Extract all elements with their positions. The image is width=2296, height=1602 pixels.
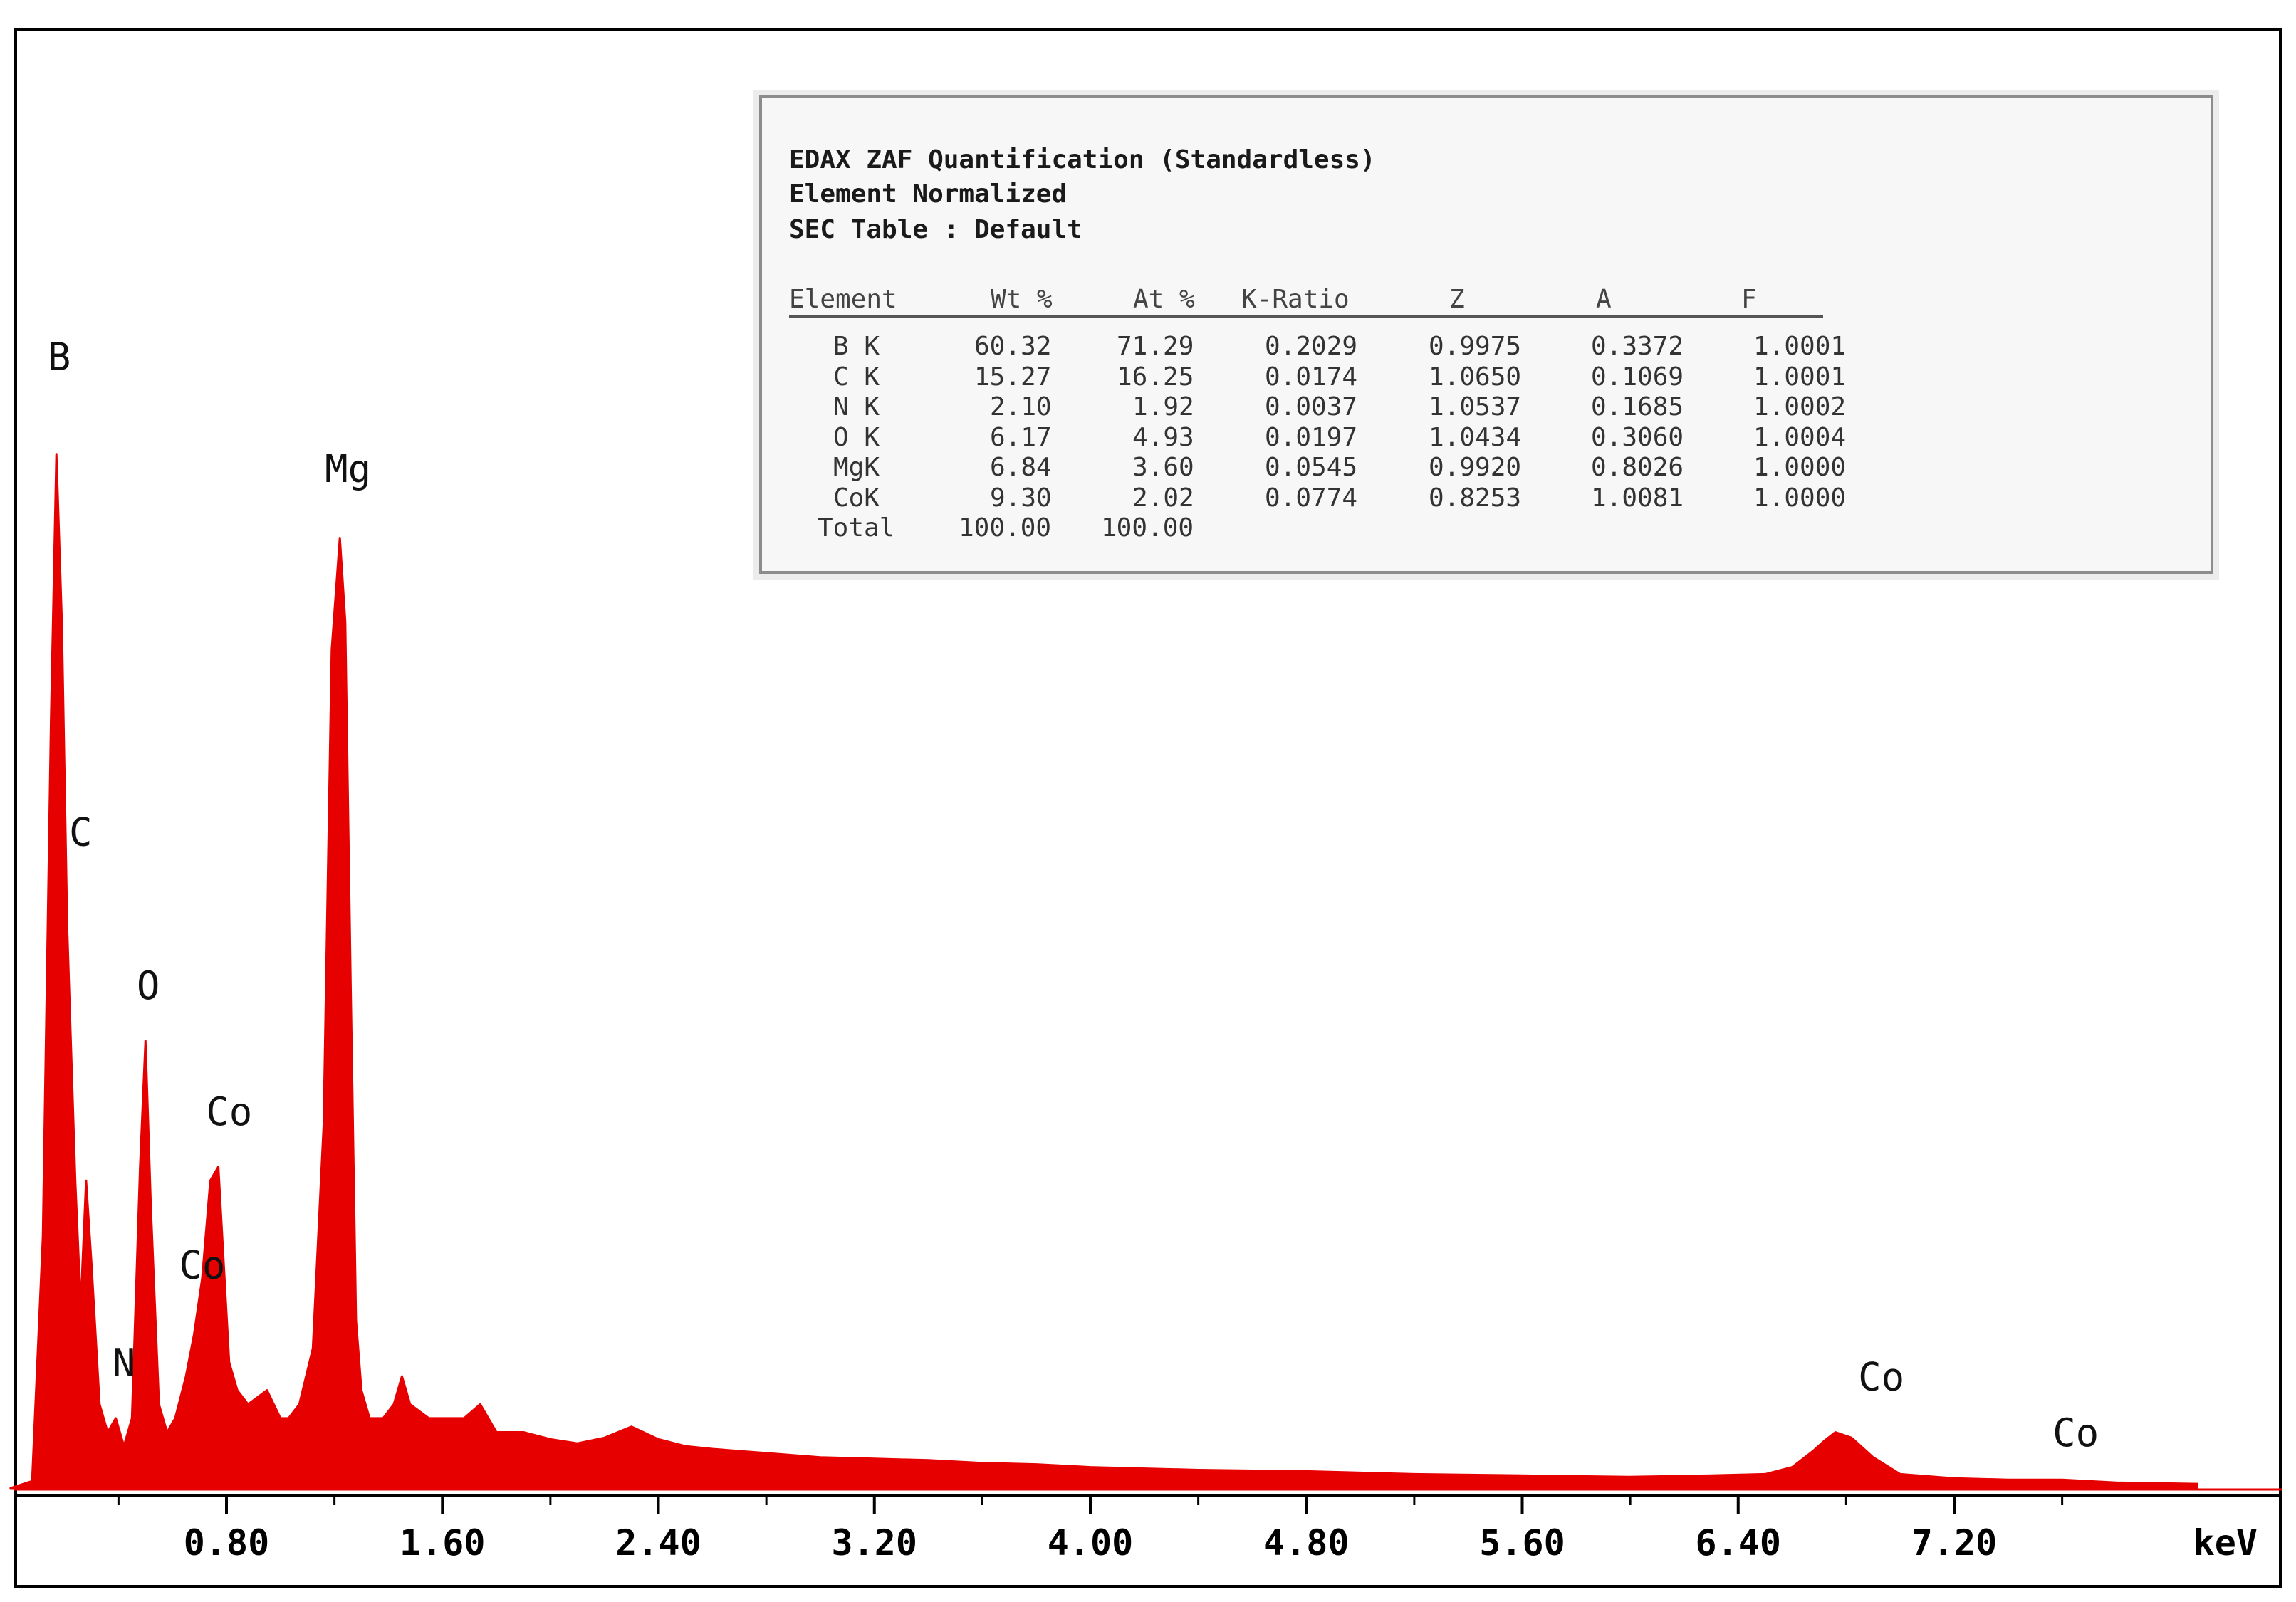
table-cell: 0.0774	[1265, 483, 1358, 513]
table-cell: 1.0537	[1429, 392, 1522, 422]
table-cell: 100.00	[1101, 513, 1194, 543]
table-cell: 0.0037	[1265, 392, 1358, 422]
table-cell: 1.92	[1132, 392, 1194, 422]
peak-label: B	[48, 335, 71, 379]
table-cell: 15.27	[974, 362, 1052, 392]
table-row-element: Total	[818, 513, 895, 543]
table-col-header: K-Ratio	[1241, 285, 1350, 314]
table-cell: 1.0081	[1591, 483, 1684, 513]
x-tick-label: 4.80	[1263, 1522, 1349, 1564]
table-cell: 60.32	[974, 332, 1052, 361]
x-tick-label: 0.80	[184, 1522, 269, 1564]
x-axis-label: keV	[2193, 1522, 2258, 1564]
table-row-element: B K	[833, 332, 880, 361]
table-cell: 100.00	[959, 513, 1052, 543]
table-cell: 1.0434	[1429, 422, 1522, 452]
x-tick-label: 3.20	[832, 1522, 917, 1564]
table-cell: 0.8026	[1591, 453, 1684, 482]
table-cell: 0.9975	[1429, 332, 1522, 361]
x-tick-label: 1.60	[400, 1522, 485, 1564]
table-cell: 2.02	[1132, 483, 1194, 513]
chart-frame	[14, 28, 2282, 1588]
table-cell: 0.9920	[1429, 453, 1522, 482]
table-cell: 0.1069	[1591, 362, 1684, 392]
peak-label: C	[69, 810, 93, 854]
table-cell: 16.25	[1117, 362, 1194, 392]
table-cell: 1.0002	[1753, 392, 1847, 422]
x-tick-label: 2.40	[615, 1522, 701, 1564]
table-cell: 4.93	[1132, 422, 1194, 452]
table-cell: 1.0650	[1429, 362, 1522, 392]
table-cell: 1.0000	[1753, 453, 1847, 482]
table-cell: 0.0174	[1265, 362, 1358, 392]
table-col-header: At %	[1133, 285, 1195, 314]
table-cell: 0.0545	[1265, 453, 1358, 482]
x-tick-label: 6.40	[1696, 1522, 1781, 1564]
table-row-element: C K	[833, 362, 880, 392]
x-tick-label: 4.00	[1048, 1522, 1133, 1564]
x-tick-label: 5.60	[1479, 1522, 1565, 1564]
table-cell: 6.17	[990, 422, 1052, 452]
spectrum-area	[9, 453, 2198, 1490]
table-cell: 9.30	[990, 483, 1052, 513]
table-row-element: O K	[833, 422, 880, 452]
table-row-element: MgK	[833, 453, 880, 482]
table-cell: 6.84	[990, 453, 1052, 482]
table-col-header: Z	[1449, 285, 1465, 314]
table-row-element: CoK	[833, 483, 880, 513]
x-tick-label: 7.20	[1911, 1522, 1997, 1564]
table-cell: 1.0001	[1753, 362, 1847, 392]
table-cell: 0.1685	[1591, 392, 1684, 422]
peak-label: Co	[2052, 1410, 2099, 1455]
peak-label: Co	[179, 1243, 225, 1288]
peak-label: O	[137, 963, 160, 1008]
quant-title-line-2: Element Normalized	[789, 179, 1068, 209]
table-cell: 0.3372	[1591, 332, 1684, 361]
table-cell: 0.2029	[1265, 332, 1358, 361]
table-row-element: N K	[833, 392, 880, 422]
table-cell: 0.3060	[1591, 422, 1684, 452]
table-cell: 0.0197	[1265, 422, 1358, 452]
peak-label: N	[113, 1341, 136, 1386]
quantification-table-box: EDAX ZAF Quantification (Standardless) E…	[759, 95, 2213, 574]
table-cell: 1.0001	[1753, 332, 1847, 361]
table-cell: 1.0004	[1753, 422, 1847, 452]
table-cell: 3.60	[1132, 453, 1194, 482]
peak-label: Co	[206, 1089, 252, 1134]
table-cell: 71.29	[1117, 332, 1194, 361]
table-col-header: Wt %	[991, 285, 1053, 314]
table-cell: 2.10	[990, 392, 1052, 422]
peak-label: Mg	[325, 446, 371, 491]
peak-label: Co	[1858, 1355, 1904, 1400]
table-header-rule	[789, 315, 1823, 318]
table-cell: 0.8253	[1429, 483, 1522, 513]
table-col-header: Element	[789, 285, 897, 314]
quant-title-line-1: EDAX ZAF Quantification (Standardless)	[789, 145, 1376, 174]
table-col-header: A	[1596, 285, 1612, 314]
table-col-header: F	[1741, 285, 1757, 314]
quant-title-line-3: SEC Table : Default	[789, 215, 1082, 244]
table-cell: 1.0000	[1753, 483, 1847, 513]
